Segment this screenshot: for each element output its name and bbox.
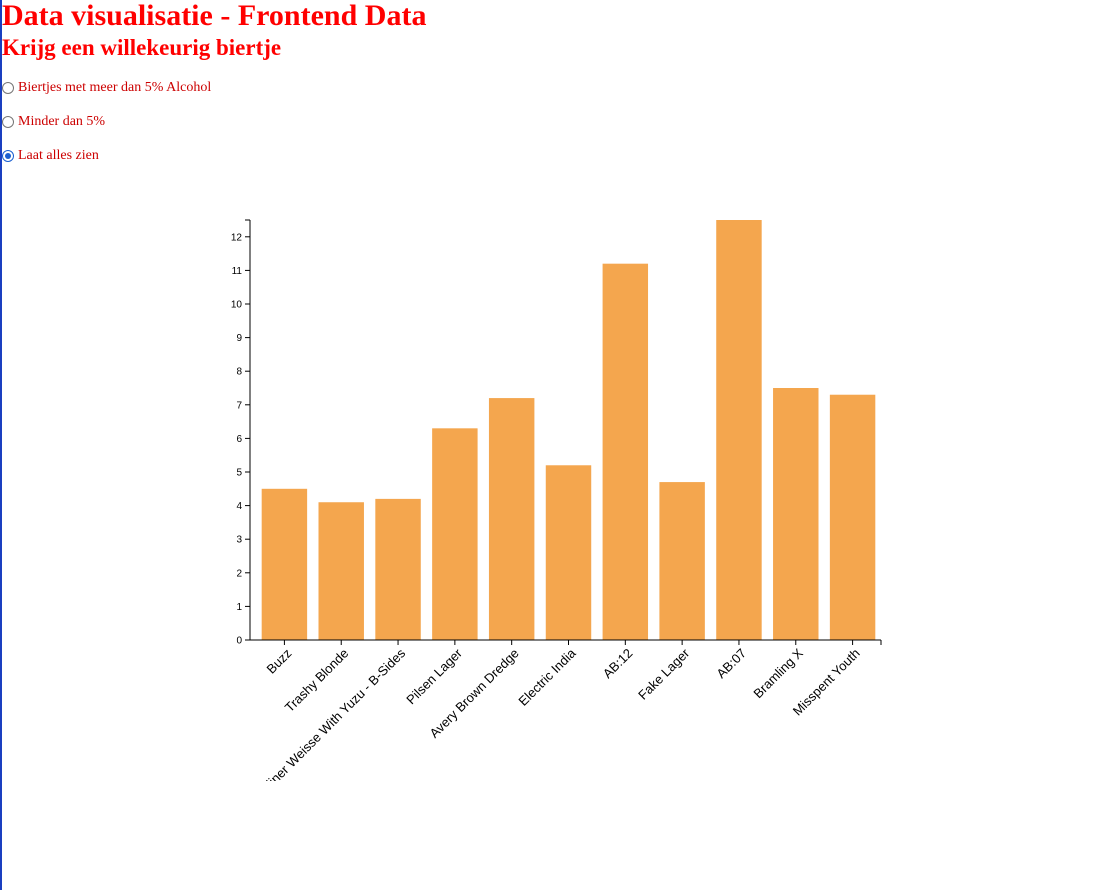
bar-10 bbox=[829, 394, 876, 640]
filter-option-above-5[interactable]: Biertjes met meer dan 5% Alcohol bbox=[2, 80, 211, 96]
radio-show-all[interactable] bbox=[2, 150, 14, 162]
page-left-border bbox=[0, 0, 2, 890]
bar-9 bbox=[773, 388, 819, 640]
y-tick-label-5: 5 bbox=[236, 468, 242, 479]
bar-2 bbox=[375, 498, 421, 640]
x-tick-label-6: AB:12 bbox=[600, 646, 636, 682]
y-tick-label-1: 1 bbox=[236, 602, 242, 613]
y-tick-label-7: 7 bbox=[236, 400, 242, 411]
chart-bars bbox=[261, 220, 876, 640]
filter-label-below-5: Minder dan 5% bbox=[18, 114, 106, 129]
bar-6 bbox=[602, 263, 649, 640]
filter-label-above-5: Biertjes met meer dan 5% Alcohol bbox=[18, 80, 212, 95]
filter-label-show-all: Laat alles zien bbox=[18, 148, 99, 163]
y-tick-label-11: 11 bbox=[232, 266, 243, 277]
x-tick-label-5: Electric India bbox=[515, 645, 579, 709]
y-tick-label-0: 0 bbox=[236, 636, 242, 647]
bar-3 bbox=[432, 428, 478, 640]
x-tick-label-3: Pilsen Lager bbox=[403, 645, 465, 707]
y-tick-label-2: 2 bbox=[236, 568, 242, 579]
y-tick-label-9: 9 bbox=[236, 333, 242, 344]
y-tick-label-10: 10 bbox=[231, 300, 243, 311]
y-tick-label-4: 4 bbox=[236, 501, 242, 512]
bar-0 bbox=[261, 488, 308, 640]
y-tick-label-6: 6 bbox=[236, 434, 242, 445]
bar-1 bbox=[318, 502, 364, 640]
y-tick-label-8: 8 bbox=[236, 367, 242, 378]
radio-above-5[interactable] bbox=[2, 82, 14, 94]
y-tick-label-3: 3 bbox=[236, 535, 242, 546]
page-title: Data visualisatie - Frontend Data bbox=[2, 0, 427, 32]
x-tick-label-8: AB:07 bbox=[713, 646, 749, 682]
y-tick-label-12: 12 bbox=[231, 232, 243, 243]
radio-below-5[interactable] bbox=[2, 116, 14, 128]
bar-4 bbox=[488, 398, 535, 640]
bar-5 bbox=[545, 465, 592, 640]
x-tick-label-0: Buzz bbox=[263, 646, 294, 677]
bar-7 bbox=[659, 482, 705, 640]
filter-option-show-all[interactable]: Laat alles zien bbox=[2, 148, 99, 164]
x-tick-label-9: Bramling X bbox=[750, 645, 806, 701]
x-tick-label-7: Fake Lager bbox=[635, 645, 693, 703]
filter-option-below-5[interactable]: Minder dan 5% bbox=[2, 114, 105, 130]
bar-8 bbox=[716, 220, 762, 640]
page-subtitle: Krijg een willekeurig biertje bbox=[2, 35, 282, 60]
